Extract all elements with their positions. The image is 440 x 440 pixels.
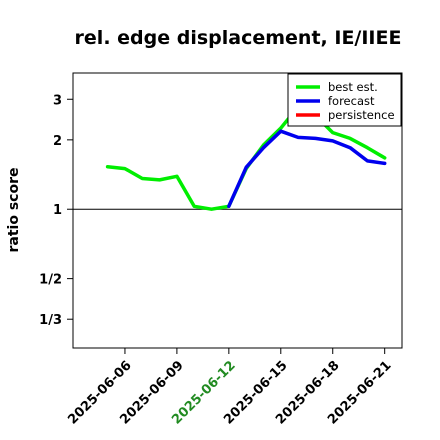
y-axis-label: ratio score xyxy=(6,168,22,253)
y-tick-label: 1/3 xyxy=(39,313,62,328)
legend-label: persistence xyxy=(328,108,395,122)
legend-label: best est. xyxy=(328,80,378,94)
y-tick-label: 2 xyxy=(53,134,62,149)
legend-label: forecast xyxy=(328,94,375,108)
y-tick-label: 3 xyxy=(53,93,62,108)
chart-title: rel. edge displacement, IE/IIEE xyxy=(75,27,402,49)
y-tick-label: 1/2 xyxy=(39,273,62,288)
series-line-1 xyxy=(227,129,387,209)
plot-area xyxy=(72,72,403,349)
y-tick-label: 1 xyxy=(53,203,62,218)
